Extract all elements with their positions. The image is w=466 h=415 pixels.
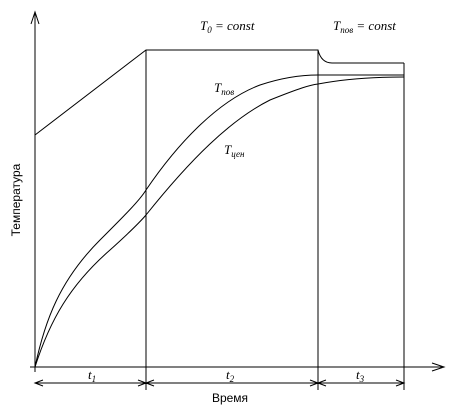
text-part: t — [356, 367, 360, 382]
text-part: T — [224, 142, 232, 157]
x-label: Время — [212, 391, 248, 405]
text-part: T — [214, 80, 222, 95]
annotation: T0 = const — [200, 18, 255, 35]
text-part: пов — [340, 25, 353, 35]
surface-curve — [34, 74, 404, 368]
text-part: t — [88, 367, 92, 382]
text-part: 0 — [207, 25, 212, 35]
text-part: T — [200, 18, 208, 33]
x-arrow — [431, 362, 446, 372]
text-part: t — [226, 367, 230, 382]
text-part: 3 — [359, 374, 365, 384]
curve-label: Tпов — [214, 80, 234, 97]
medium-temperature-line — [34, 49, 404, 136]
text-part: = const — [353, 18, 396, 33]
interval-label: t3 — [356, 367, 365, 384]
interval-label: t2 — [226, 367, 235, 384]
center-curve — [34, 76, 405, 368]
stage-boundaries — [33, 50, 406, 390]
text-part: цен — [231, 149, 245, 159]
dimension-arrows — [33, 379, 406, 387]
text-part: T — [333, 18, 341, 33]
text-part: 2 — [230, 374, 235, 384]
text-part: = const — [212, 18, 255, 33]
curve-label: Tцен — [224, 142, 245, 159]
text-part: 1 — [92, 374, 97, 384]
axes — [30, 10, 446, 372]
y-label: Температура — [9, 163, 23, 236]
interval-label: t1 — [88, 367, 96, 384]
y-arrow — [30, 10, 40, 25]
annotation: Tпов = const — [333, 18, 396, 35]
text-part: пов — [221, 87, 234, 97]
